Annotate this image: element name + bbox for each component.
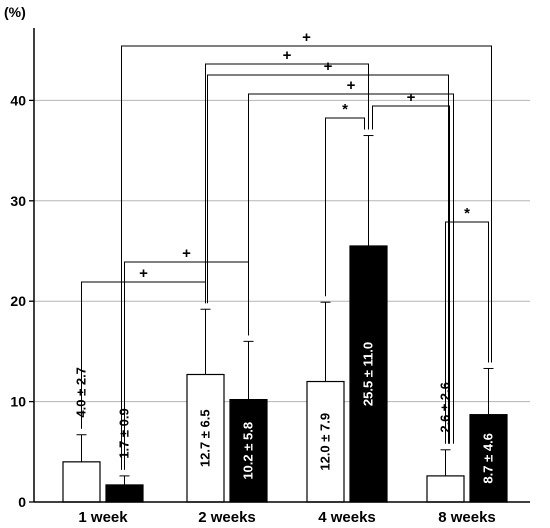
x-category-label: 8 weeks: [438, 509, 496, 526]
bar: [426, 475, 465, 503]
significance-bracket: [325, 117, 365, 297]
significance-bracket: [445, 221, 489, 444]
bar: [469, 414, 508, 503]
y-tick-label: 0: [18, 494, 26, 510]
bar: [62, 461, 101, 503]
significance-marker: +: [283, 47, 292, 64]
significance-bracket: [248, 93, 454, 444]
y-tick-label: 20: [10, 293, 26, 309]
y-tick-label: 10: [10, 394, 26, 410]
y-tick-label: 30: [10, 193, 26, 209]
bar-value-label: 25.5 ± 11.0: [361, 342, 376, 406]
bar-value-label: 12.7 ± 6.5: [198, 409, 213, 467]
bar: [105, 484, 144, 503]
significance-bracket: [205, 63, 369, 304]
x-category-label: 1 week: [78, 509, 128, 526]
significance-bracket: [121, 45, 492, 470]
significance-bracket: [372, 105, 450, 444]
significance-marker: *: [342, 101, 348, 118]
bar-value-label: 4.0 ± 2.7: [74, 367, 89, 418]
significance-marker: +: [407, 89, 416, 106]
x-category-label: 4 weeks: [318, 509, 376, 526]
bar-value-label: 8.7 ± 4.6: [481, 433, 496, 484]
significance-marker: +: [324, 58, 333, 75]
bar: [349, 245, 388, 503]
bar-value-label: 2.6 ± 2.6: [438, 382, 453, 433]
y-axis-label: (%): [4, 4, 26, 20]
significance-marker: +: [302, 29, 311, 46]
x-category-label: 2 weeks: [198, 509, 256, 526]
bar-value-label: 12.0 ± 7.9: [318, 413, 333, 471]
bar-value-label: 1.7 ± 0.9: [117, 408, 132, 459]
significance-marker: *: [464, 205, 470, 222]
significance-marker: +: [139, 265, 148, 282]
y-tick-label: 40: [10, 92, 26, 108]
significance-marker: +: [182, 245, 191, 262]
bar: [186, 373, 225, 503]
significance-bracket: [207, 74, 449, 444]
bar-value-label: 10.2 ± 5.8: [241, 422, 256, 480]
significance-marker: +: [347, 77, 356, 94]
